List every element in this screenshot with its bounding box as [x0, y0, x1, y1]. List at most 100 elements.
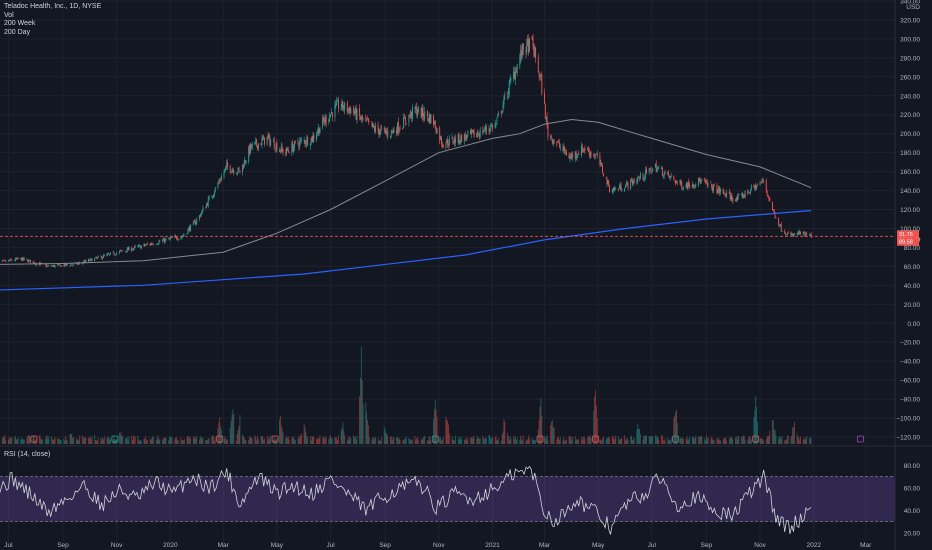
volume-bar: [600, 439, 602, 444]
volume-bar: [669, 440, 671, 444]
earnings-marker[interactable]: [752, 435, 760, 443]
volume-bar: [568, 435, 570, 444]
candle-body: [139, 245, 141, 249]
candle-body: [704, 180, 706, 181]
volume-bar: [356, 436, 358, 444]
earnings-marker[interactable]: [271, 435, 279, 443]
legend-vol[interactable]: Vol: [4, 11, 14, 19]
earnings-marker[interactable]: [216, 435, 224, 443]
volume-bar: [307, 437, 309, 444]
legend-ma-200-day[interactable]: 200 Day: [4, 28, 31, 36]
volume-bar: [589, 435, 591, 444]
candle-body: [360, 116, 362, 120]
candle-body: [457, 133, 459, 144]
volume-bar: [651, 435, 653, 444]
candle-body: [7, 260, 9, 262]
candle-body: [707, 183, 709, 185]
earnings-marker[interactable]: [672, 435, 679, 443]
candle-body: [310, 137, 312, 144]
earnings-marker[interactable]: [536, 435, 544, 443]
volume-bar: [100, 437, 102, 444]
candle-body: [32, 261, 34, 263]
candle-body: [355, 108, 357, 119]
volume-bar: [85, 437, 87, 444]
candle-body: [562, 147, 564, 151]
candle-body: [759, 182, 761, 186]
volume-bar: [664, 438, 666, 444]
earnings-marker[interactable]: [592, 435, 599, 443]
volume-bar: [433, 409, 435, 444]
volume-bar: [399, 439, 401, 444]
volume-bar: [571, 440, 573, 444]
volume-bar: [550, 425, 552, 444]
volume-bar: [22, 439, 23, 444]
volume-bar: [387, 436, 389, 444]
volume-bar: [132, 439, 133, 444]
volume-bar: [656, 435, 658, 444]
candle-body: [644, 176, 646, 180]
candle-body: [318, 127, 320, 134]
volume-bar: [14, 435, 16, 444]
volume-bar: [318, 438, 320, 444]
volume-bar: [176, 440, 178, 444]
volume-bar: [613, 439, 615, 444]
volume-bar: [113, 436, 115, 444]
candle-body: [749, 192, 750, 193]
volume-bar: [206, 440, 208, 444]
volume-bar: [79, 435, 81, 444]
volume-bar: [335, 437, 337, 444]
earnings-marker[interactable]: [857, 435, 864, 443]
event-markers[interactable]: [30, 435, 864, 443]
candle-body: [343, 108, 345, 110]
volume-bar: [189, 438, 191, 444]
volume-bar: [398, 438, 400, 444]
volume-bar: [405, 436, 407, 444]
volume-bar: [380, 440, 382, 444]
candle-body: [230, 172, 232, 173]
volume-bar: [235, 440, 237, 444]
volume-bar: [163, 437, 165, 444]
candle-body: [224, 168, 226, 172]
candle-body: [496, 119, 498, 123]
candle-body: [521, 50, 523, 57]
volume-bar: [730, 437, 732, 444]
earnings-marker[interactable]: [431, 435, 439, 443]
volume-bar: [552, 427, 554, 444]
volume-bar: [713, 440, 715, 444]
candle-body: [391, 131, 393, 132]
rsi-legend[interactable]: RSI (14, close): [4, 451, 51, 458]
y-tick-label: 220.00: [900, 112, 920, 119]
volume-bar: [214, 437, 216, 444]
earnings-marker[interactable]: [111, 435, 119, 443]
legend-ma-200-week[interactable]: 200 Week: [4, 20, 36, 27]
candle-body: [779, 225, 780, 227]
volume-bar: [254, 435, 256, 444]
candle-body: [255, 140, 257, 142]
candle-body: [349, 107, 351, 114]
candle-body: [409, 115, 411, 117]
y-tick-label: −20.00: [900, 340, 920, 347]
volume-bar: [162, 438, 164, 444]
legend-title[interactable]: Teladoc Health, Inc., 1D, NYSE: [4, 3, 102, 10]
volume-bar: [756, 407, 758, 444]
candle-body: [786, 234, 787, 236]
candle-body: [429, 114, 431, 124]
earnings-marker[interactable]: [30, 435, 38, 443]
candle-body: [649, 168, 651, 169]
volume-bar: [458, 436, 460, 444]
volume-bar: [177, 439, 179, 444]
volume-bar: [726, 440, 728, 444]
volume-bar: [790, 437, 792, 444]
candle-body: [356, 109, 358, 120]
candle-body: [220, 180, 221, 182]
candle-body: [723, 191, 725, 194]
candle-body: [761, 181, 763, 183]
volume-bar: [159, 438, 161, 444]
volume-bar: [722, 439, 724, 444]
candle-body: [131, 247, 133, 251]
candle-body: [809, 234, 811, 235]
candle-body: [101, 256, 103, 259]
volume-bar: [590, 437, 592, 444]
volume-bar: [293, 436, 295, 444]
candle-body: [417, 113, 419, 115]
